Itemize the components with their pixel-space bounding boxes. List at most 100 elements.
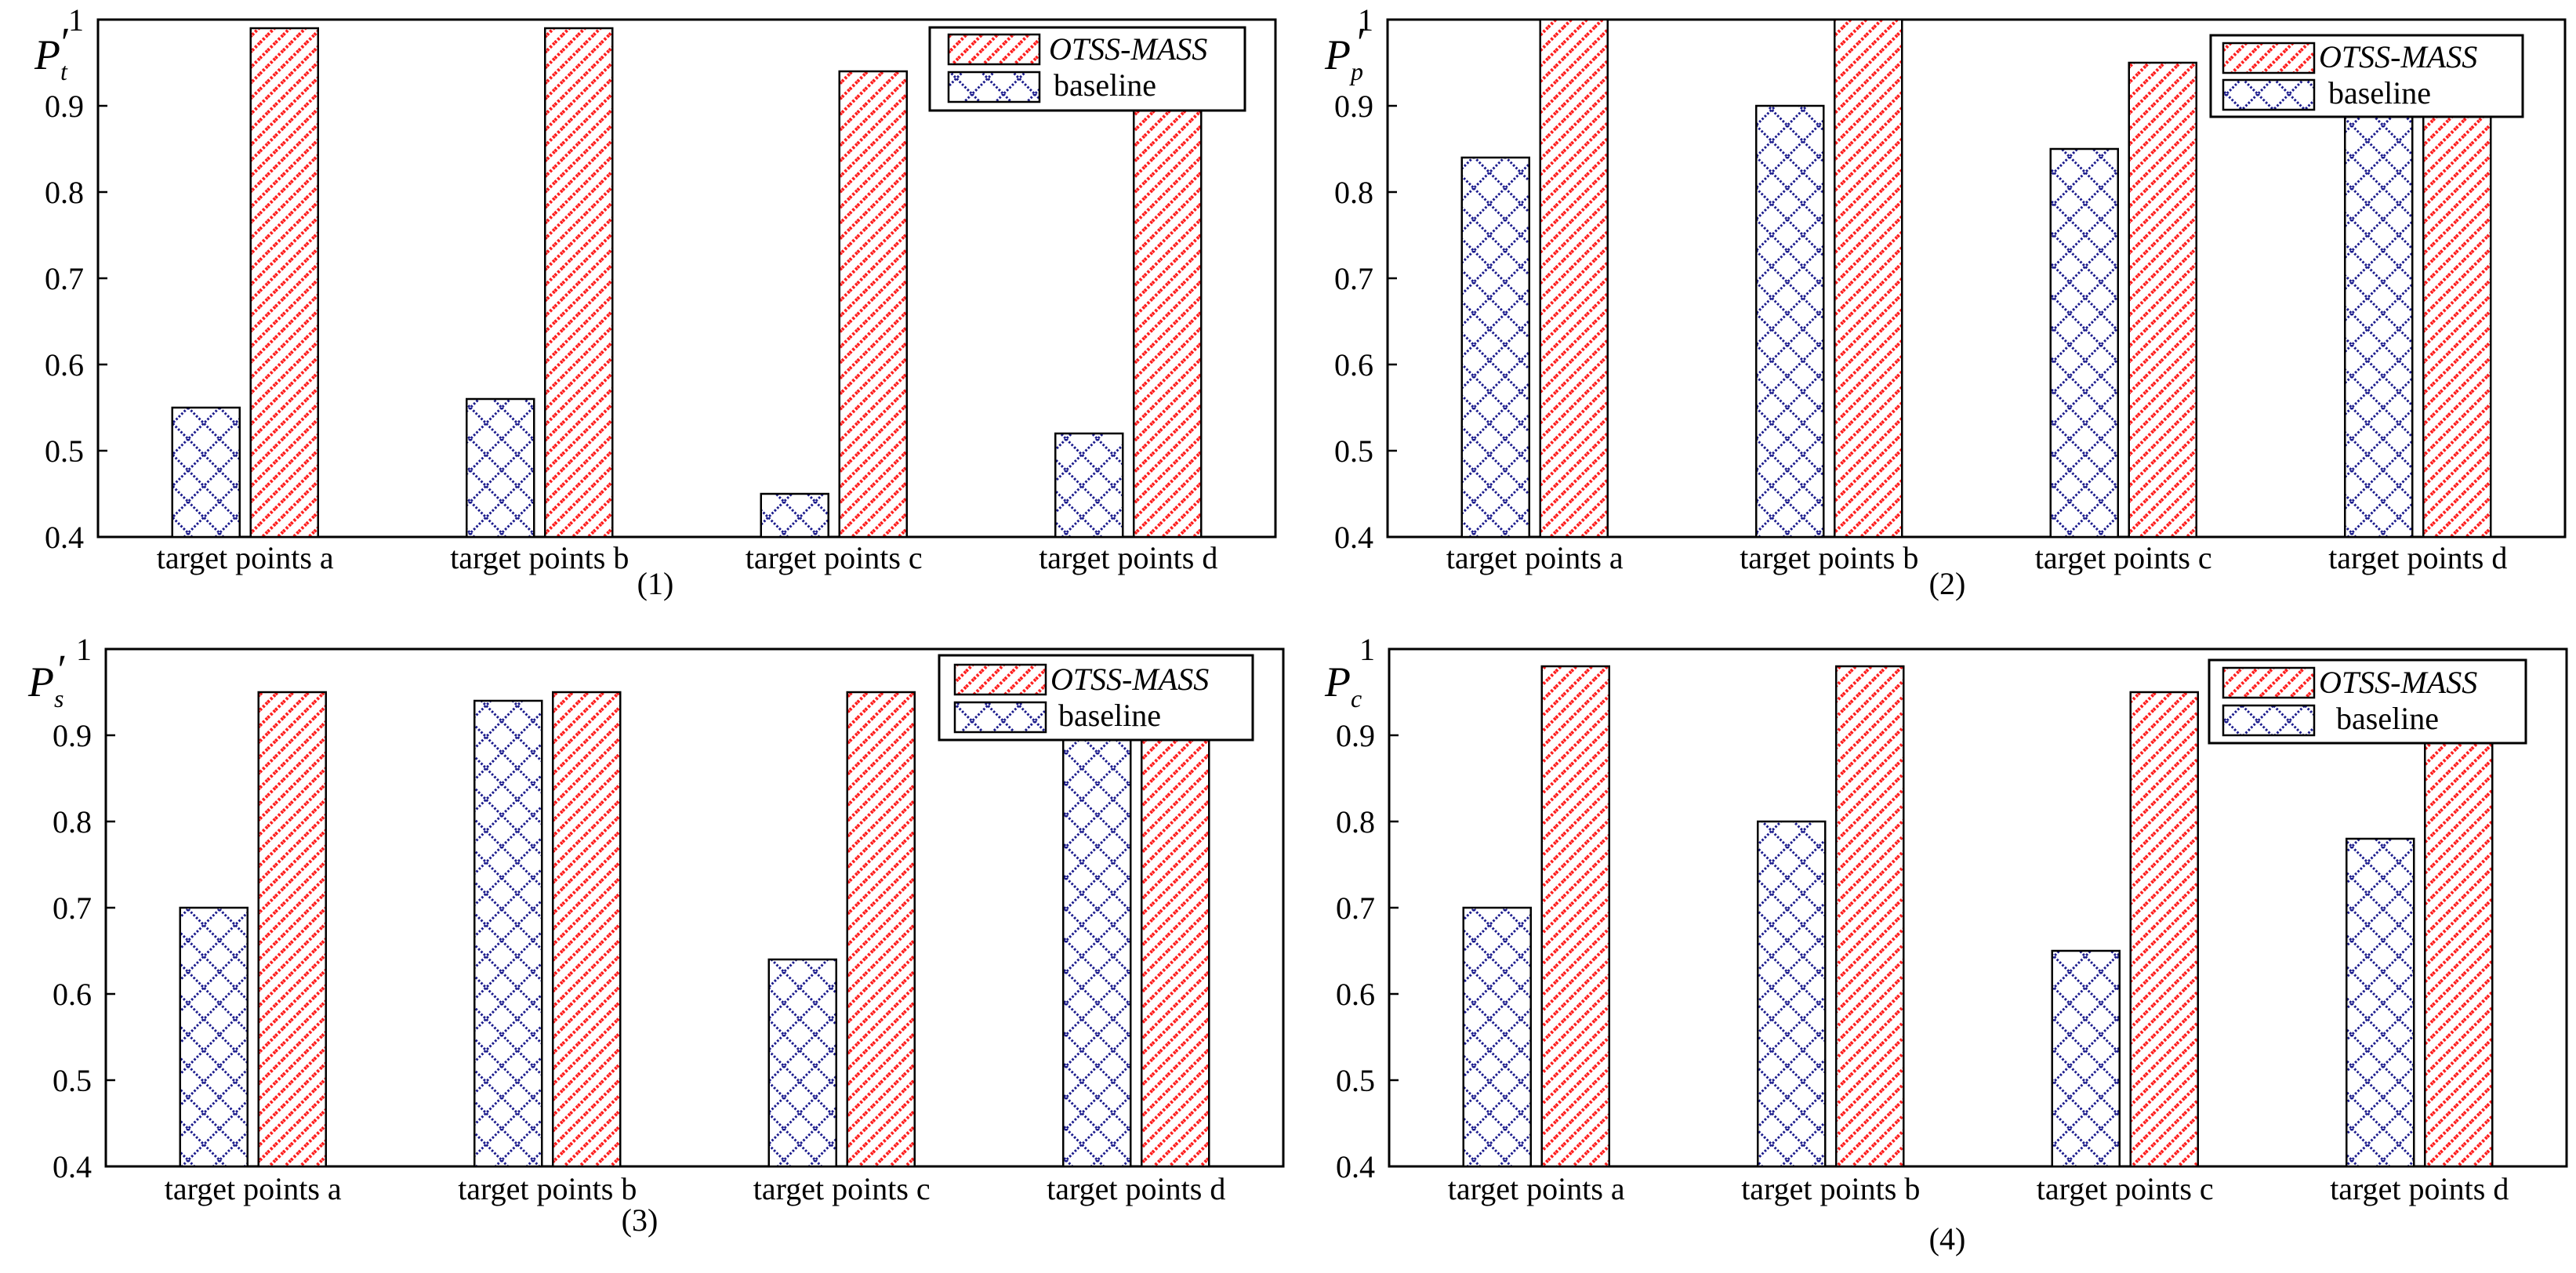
xtick-label: target points d xyxy=(1047,1171,1225,1206)
y-axis-label: Pc xyxy=(1324,658,1362,713)
xtick-label: target points b xyxy=(1741,1171,1920,1206)
panel-label: (3) xyxy=(622,1202,659,1238)
bar-baseline-target-points-d xyxy=(1054,432,1124,539)
xtick-label: target points d xyxy=(2328,540,2507,575)
ytick-label: 0.5 xyxy=(1334,433,1373,469)
panel-label: (4) xyxy=(1929,1221,1966,1257)
bar-baseline-target-points-c xyxy=(2049,147,2119,539)
ytick-label: 1 xyxy=(1359,632,1375,667)
bar-otss-mass-target-points-a xyxy=(249,27,319,539)
ytick-label: 0.7 xyxy=(53,890,92,926)
ytick-labels: 0.4 0.5 0.6 0.7 0.8 0.9 1 xyxy=(53,632,115,1184)
bar-otss-mass-target-points-c xyxy=(2129,691,2199,1168)
xtick-labels: target points a target points b target poi… xyxy=(157,540,1218,575)
ytick-labels: 0.4 0.5 0.6 0.7 0.8 0.9 1 xyxy=(45,2,107,555)
ytick-label: 0.8 xyxy=(1334,175,1373,210)
ytick-label: 0.6 xyxy=(1336,977,1375,1012)
bars xyxy=(1462,665,2494,1168)
bar-baseline-target-points-a xyxy=(1462,906,1532,1168)
xtick-labels: target points a target points b target poi… xyxy=(1448,1171,2509,1206)
legend-label-otss-mass: OTSS-MASS xyxy=(1049,31,1207,67)
xtick-label: target points c xyxy=(746,540,923,575)
ytick-label: 0.9 xyxy=(1336,718,1375,753)
y-axis-label: Pt′ xyxy=(34,19,71,85)
y-axis-label: Pp′ xyxy=(1324,19,1366,85)
legend-swatch-baseline xyxy=(947,71,1041,103)
bar-otss-mass-target-points-d xyxy=(1133,78,1203,539)
ytick-label: 0.8 xyxy=(1336,804,1375,840)
chart-panel-4: 0.40.50.60.70.80.91 target points a targe… xyxy=(1324,632,2568,1257)
bar-otss-mass-target-points-b xyxy=(1834,18,1903,539)
y-axis-label: Ps′ xyxy=(27,646,67,713)
bar-baseline-target-points-a xyxy=(1460,156,1530,539)
legend-swatch-baseline xyxy=(953,701,1047,734)
ytick-label: 0.4 xyxy=(53,1149,92,1184)
bar-otss-mass-target-points-c xyxy=(846,691,916,1168)
bar-baseline-target-points-a xyxy=(179,906,249,1168)
legend-label-baseline: baseline xyxy=(1054,67,1156,103)
xtick-label: target points b xyxy=(450,540,629,575)
bar-baseline-target-points-d xyxy=(2346,837,2415,1168)
xtick-label: target points a xyxy=(1448,1171,1625,1206)
xtick-label: target points d xyxy=(2330,1171,2509,1206)
bar-baseline-target-points-b xyxy=(466,397,535,539)
bar-otss-mass-target-points-a xyxy=(1540,665,1610,1168)
bars xyxy=(179,691,1210,1168)
bar-baseline-target-points-c xyxy=(767,958,837,1168)
legend: OTSS-MASS baseline xyxy=(2209,34,2524,118)
ytick-label: 0.7 xyxy=(1334,261,1373,296)
bar-baseline-target-points-b xyxy=(1755,104,1825,539)
xtick-label: target points c xyxy=(2037,1171,2214,1206)
ytick-label: 0.5 xyxy=(53,1063,92,1098)
ytick-label: 1 xyxy=(68,2,84,38)
legend-swatch-otss-mass xyxy=(2222,42,2316,74)
panel-label: (1) xyxy=(637,566,674,601)
bar-baseline-target-points-b xyxy=(473,699,543,1168)
legend-label-baseline: baseline xyxy=(1058,698,1161,733)
legend-swatch-otss-mass xyxy=(953,663,1047,696)
chart-panel-1: 0.40.50.60.70.80.91 target points a targe… xyxy=(34,2,1277,601)
ytick-label: 0.4 xyxy=(1336,1149,1375,1184)
legend: OTSS-MASS baseline xyxy=(938,654,1254,742)
bar-otss-mass-target-points-a xyxy=(257,691,327,1168)
bar-baseline-target-points-c xyxy=(2051,949,2121,1168)
ytick-label: 0.9 xyxy=(45,89,84,124)
legend-swatch-baseline xyxy=(2222,78,2316,111)
xtick-label: target points c xyxy=(2035,540,2212,575)
legend: OTSS-MASS baseline xyxy=(2208,658,2527,745)
legend-label-otss-mass: OTSS-MASS xyxy=(2319,39,2477,74)
xtick-label: target points a xyxy=(165,1171,342,1206)
bar-otss-mass-target-points-b xyxy=(552,691,622,1168)
bar-otss-mass-target-points-d xyxy=(2424,691,2494,1168)
bar-baseline-target-points-b xyxy=(1757,820,1827,1168)
ytick-label: 0.6 xyxy=(45,347,84,383)
ytick-label: 0.7 xyxy=(45,261,84,296)
ytick-labels: 0.4 0.5 0.6 0.7 0.8 0.9 1 xyxy=(1336,632,1399,1184)
bar-otss-mass-target-points-d xyxy=(2422,53,2492,539)
legend-label-baseline: baseline xyxy=(2336,701,2439,736)
legend-label-baseline: baseline xyxy=(2328,75,2431,111)
legend-label-otss-mass: OTSS-MASS xyxy=(1050,662,1209,697)
xtick-label: target points a xyxy=(1446,540,1624,575)
chart-panel-2: 0.40.50.60.70.80.91 target points a targe… xyxy=(1324,2,2567,601)
bar-baseline-target-points-c xyxy=(760,492,829,539)
bars xyxy=(171,27,1203,539)
ytick-label: 0.9 xyxy=(53,718,92,753)
bar-otss-mass-target-points-b xyxy=(1835,665,1905,1168)
xtick-labels: target points a target points b target poi… xyxy=(165,1171,1226,1206)
bar-otss-mass-target-points-d xyxy=(1141,691,1210,1168)
bar-baseline-target-points-a xyxy=(171,406,241,539)
bar-otss-mass-target-points-c xyxy=(838,70,908,539)
xtick-label: target points d xyxy=(1039,540,1217,575)
xtick-label: target points a xyxy=(157,540,334,575)
ytick-label: 0.6 xyxy=(1334,347,1373,383)
ytick-labels: 0.4 0.5 0.6 0.7 0.8 0.9 1 xyxy=(1334,2,1397,555)
bar-baseline-target-points-d xyxy=(2344,104,2414,539)
ytick-label: 0.6 xyxy=(53,977,92,1012)
ytick-label: 0.4 xyxy=(1334,520,1373,555)
ytick-label: 1 xyxy=(76,632,92,667)
ytick-label: 0.9 xyxy=(1334,89,1373,124)
xtick-labels: target points a target points b target poi… xyxy=(1446,540,2508,575)
bar-baseline-target-points-d xyxy=(1062,708,1132,1168)
